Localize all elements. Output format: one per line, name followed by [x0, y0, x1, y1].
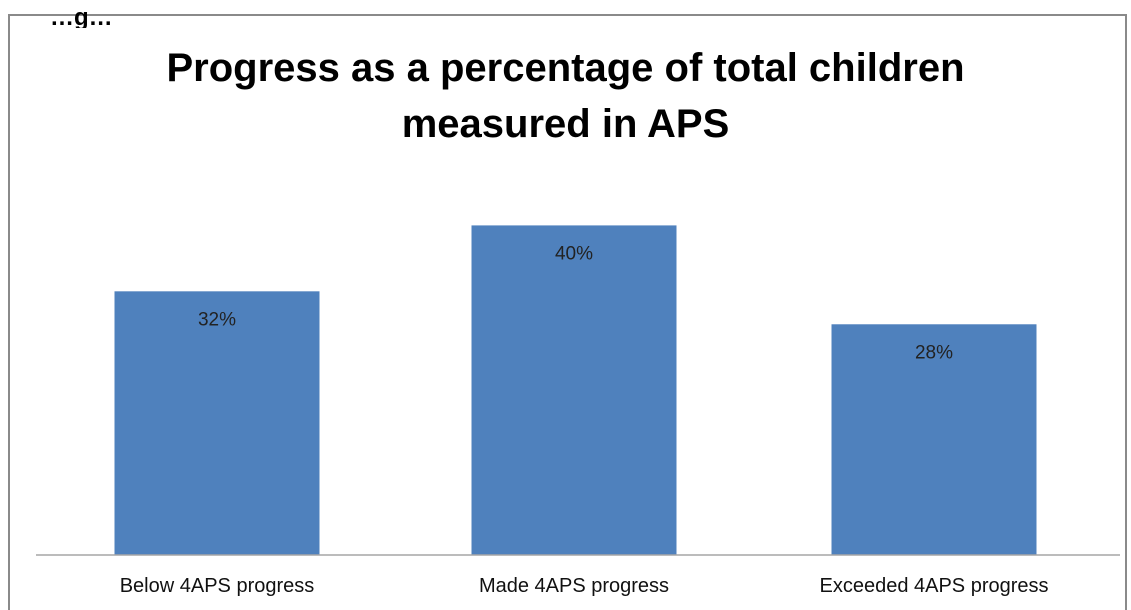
x-tick-label-3: Exceeded 4APS progress: [819, 575, 1048, 597]
x-tick-label-1: Below 4APS progress: [120, 575, 315, 597]
chart-title-line-2: measured in APS: [401, 102, 730, 146]
bar-1: [114, 291, 320, 555]
data-label-2: 40%: [555, 243, 593, 264]
bar-3: [831, 324, 1037, 555]
bar-2: [471, 225, 677, 555]
data-label-1: 32%: [198, 309, 236, 330]
chart-title: Progress as a percentage of total childr…: [0, 40, 1131, 152]
data-label-3: 28%: [915, 342, 953, 363]
chart-title-line-1: Progress as a percentage of total childr…: [166, 46, 965, 90]
x-tick-label-2: Made 4APS progress: [479, 575, 669, 597]
cropped-heading-fragment: …g…: [50, 6, 113, 28]
